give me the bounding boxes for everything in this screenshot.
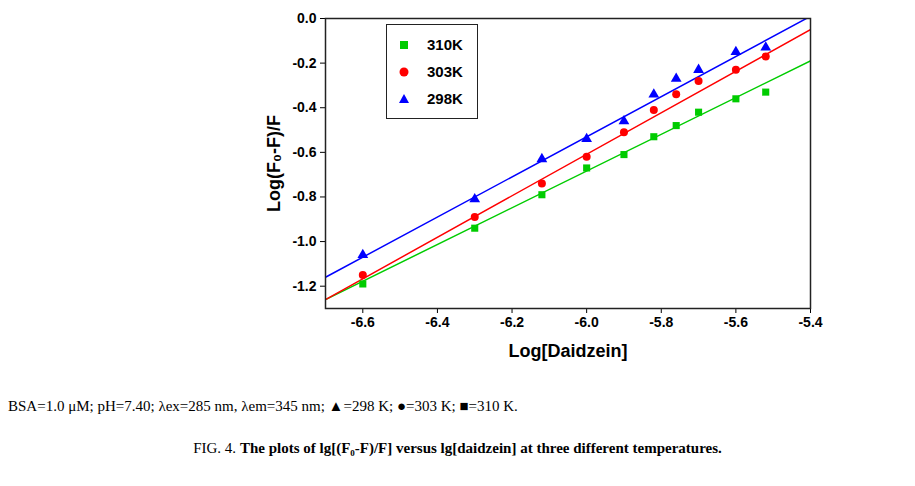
svg-text:-5.8: -5.8 (649, 314, 673, 330)
svg-text:Log[Daidzein]: Log[Daidzein] (509, 341, 628, 361)
html-text:298K: 298K (427, 90, 463, 107)
html-text:FIG. 4. The plots of lg[(F₀-F): FIG. 4. The plots of lg[(F₀-F)/F] versus… (193, 440, 722, 456)
svg-text:-6.4: -6.4 (425, 314, 449, 330)
svg-text:-6.2: -6.2 (500, 314, 524, 330)
svg-text:-1.0: -1.0 (292, 233, 316, 249)
svg-text:-6.0: -6.0 (575, 314, 599, 330)
svg-text:Log(F₀-F)/F: Log(F₀-F)/F (264, 115, 284, 212)
svg-text:0.0: 0.0 (297, 10, 317, 26)
svg-text:-0.8: -0.8 (292, 188, 316, 204)
svg-text:-0.2: -0.2 (292, 55, 316, 71)
svg-text:-5.4: -5.4 (798, 314, 822, 330)
svg-text:-5.6: -5.6 (724, 314, 748, 330)
html-text:BSA=1.0 μM; pH=7.40; λex=285 n: BSA=1.0 μM; pH=7.40; λex=285 nm, λem=345… (8, 398, 518, 414)
svg-text:-0.4: -0.4 (292, 99, 316, 115)
svg-text:-1.2: -1.2 (292, 278, 316, 294)
html-text:303K: 303K (427, 63, 463, 80)
svg-text:-6.6: -6.6 (351, 314, 375, 330)
svg-text:-0.6: -0.6 (292, 144, 316, 160)
html-text:310K: 310K (427, 36, 463, 53)
